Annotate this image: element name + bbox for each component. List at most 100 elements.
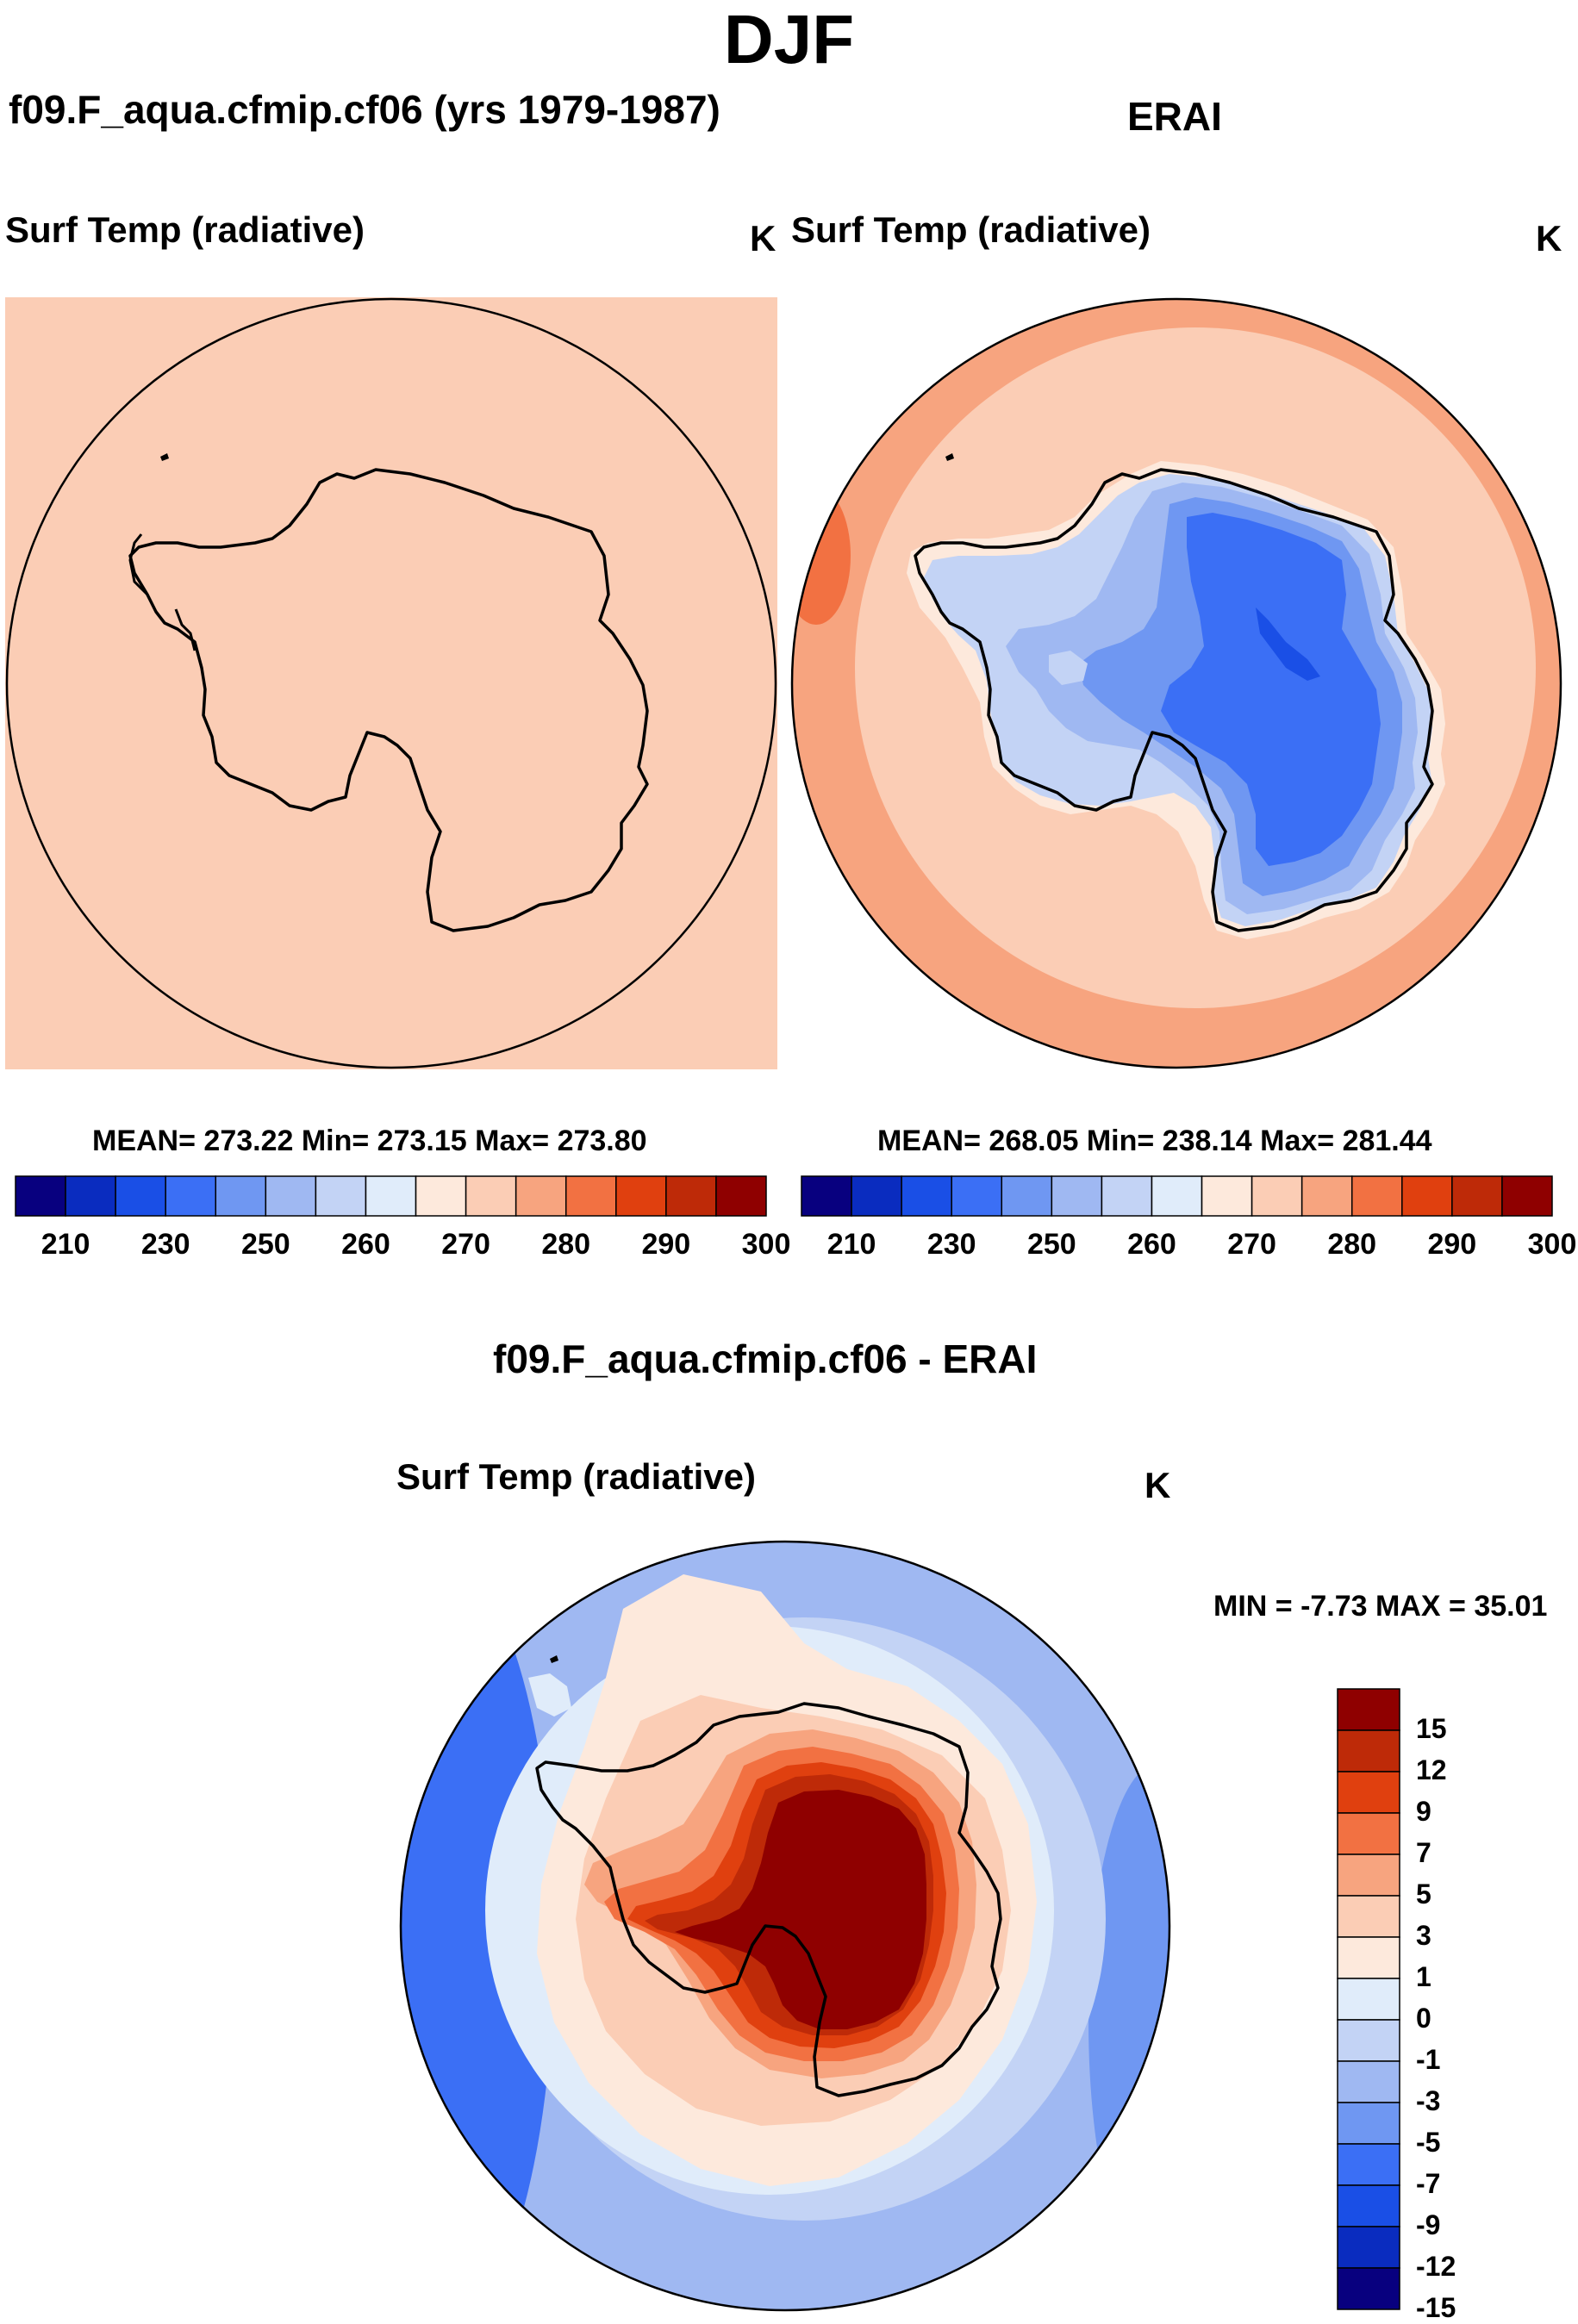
colorbar-tick-label: 9: [1416, 1796, 1431, 1827]
colorbar-top-right: [801, 1175, 1553, 1217]
colorbar-swatch: [1337, 1771, 1400, 1814]
island-marker: [945, 453, 954, 461]
colorbar-tick-label: 270: [1227, 1228, 1276, 1261]
colorbar-tick-label: 0: [1416, 2003, 1431, 2034]
colorbar-swatch: [1151, 1175, 1203, 1217]
colorbar-swatch: [1101, 1175, 1153, 1217]
map-top-right: [790, 297, 1562, 1069]
colorbar-swatch: [1337, 1978, 1400, 2021]
colorbar-tick-label: 210: [41, 1228, 90, 1261]
colorbar-top-left: [15, 1175, 767, 1217]
colorbar-swatch: [465, 1175, 517, 1217]
page-title: DJF: [723, 1, 855, 78]
colorbar-swatch: [1401, 1175, 1453, 1217]
colorbar-swatch: [1337, 2267, 1400, 2310]
colorbar-swatch: [715, 1175, 767, 1217]
colorbar-tick-label: 250: [1026, 1228, 1076, 1261]
colorbar-tick-label: 280: [1327, 1228, 1377, 1261]
map-fill: [5, 297, 777, 1069]
colorbar-swatch: [1337, 1854, 1400, 1897]
colorbar-tick-label: -7: [1416, 2168, 1441, 2199]
colorbar-tick-label: -12: [1416, 2251, 1456, 2282]
colorbar-swatch: [15, 1175, 66, 1217]
island-marker: [160, 453, 169, 461]
top-left-units: K: [750, 218, 777, 259]
bottom-case-title: f09.F_aqua.cfmip.cf06 - ERAI: [493, 1336, 1038, 1381]
colorbar-swatch: [115, 1175, 166, 1217]
top-left-variable-title: Surf Temp (radiative): [5, 209, 365, 250]
colorbar-tick-label: 260: [1127, 1228, 1176, 1261]
colorbar-swatch: [1337, 1895, 1400, 1938]
colorbar-bottom-vertical: [1337, 1688, 1400, 2310]
colorbar-swatch: [65, 1175, 116, 1217]
colorbar-swatch: [315, 1175, 367, 1217]
colorbar-tick-label: 5: [1416, 1879, 1431, 1910]
top-right-variable-title: Surf Temp (radiative): [791, 209, 1151, 250]
colorbar-tick-label: 230: [926, 1228, 976, 1261]
bottom-stats: MIN = -7.73 MAX = 35.01: [1213, 1590, 1548, 1623]
colorbar-swatch: [564, 1175, 617, 1217]
colorbar-tick-label: -5: [1416, 2127, 1441, 2158]
colorbar-swatch: [1337, 1812, 1400, 1855]
colorbar-swatch: [415, 1175, 467, 1217]
map-top-left: [5, 297, 777, 1069]
top-right-stats: MEAN= 268.05 Min= 238.14 Max= 281.44: [877, 1125, 1432, 1157]
colorbar-swatch: [665, 1175, 717, 1217]
colorbar-swatch: [901, 1175, 952, 1217]
antarctica-coastline: [535, 1702, 1002, 2097]
colorbar-tick-label: 290: [641, 1228, 691, 1261]
colorbar-tick-label: -15: [1416, 2292, 1456, 2323]
colorbar-tick-label: 12: [1416, 1754, 1447, 1785]
colorbar-swatch: [365, 1175, 417, 1217]
colorbar-tick-label: 280: [541, 1228, 591, 1261]
colorbar-tick-label: 300: [1527, 1228, 1577, 1261]
colorbar-swatch: [1201, 1175, 1253, 1217]
colorbar-swatch: [1251, 1175, 1303, 1217]
colorbar-swatch: [1350, 1175, 1403, 1217]
colorbar-swatch: [1001, 1175, 1053, 1217]
top-left-stats: MEAN= 273.22 Min= 273.15 Max= 273.80: [92, 1125, 647, 1157]
colorbar-swatch: [1337, 2102, 1400, 2145]
colorbar-swatch: [165, 1175, 217, 1217]
colorbar-tick-label: 3: [1416, 1920, 1431, 1951]
colorbar-swatch: [1337, 2019, 1400, 2062]
colorbar-tick-label: 260: [341, 1228, 390, 1261]
island-marker: [550, 1655, 558, 1663]
colorbar-swatch: [1337, 2143, 1400, 2186]
colorbar-swatch: [801, 1175, 852, 1217]
colorbar-swatch: [1337, 1936, 1400, 1979]
colorbar-swatch: [615, 1175, 667, 1217]
map-boundary-circle: [5, 297, 777, 1069]
colorbar-tick-label: 270: [441, 1228, 490, 1261]
colorbar-tick-label: -9: [1416, 2209, 1441, 2240]
bottom-variable-title: Surf Temp (radiative): [396, 1456, 756, 1497]
colorbar-swatch: [851, 1175, 902, 1217]
colorbar-swatch: [1337, 2060, 1400, 2103]
colorbar-tick-label: 300: [741, 1228, 791, 1261]
colorbar-tick-label: -1: [1416, 2044, 1441, 2075]
colorbar-tick-label: 7: [1416, 1837, 1431, 1868]
colorbar-tick-label: -3: [1416, 2085, 1441, 2116]
colorbar-tick-label: 15: [1416, 1713, 1447, 1744]
colorbar-swatch: [1501, 1175, 1553, 1217]
top-left-case-title: f09.F_aqua.cfmip.cf06 (yrs 1979-1987): [9, 87, 720, 132]
colorbar-swatch: [1337, 1729, 1400, 1773]
top-right-case-title: ERAI: [1127, 94, 1222, 139]
colorbar-tick-label: 210: [826, 1228, 876, 1261]
colorbar-swatch: [1337, 2184, 1400, 2227]
colorbar-tick-label: 1: [1416, 1961, 1431, 1992]
colorbar-swatch: [1051, 1175, 1103, 1217]
map-bottom-difference: [399, 1540, 1171, 2312]
colorbar-swatch: [1337, 2226, 1400, 2269]
map-boundary-circle: [790, 297, 1562, 1069]
colorbar-swatch: [1300, 1175, 1353, 1217]
colorbar-swatch: [515, 1175, 567, 1217]
top-right-units: K: [1536, 218, 1562, 259]
colorbar-swatch: [951, 1175, 1003, 1217]
colorbar-tick-label: 290: [1427, 1228, 1477, 1261]
bottom-units: K: [1145, 1465, 1171, 1505]
map-boundary-circle: [399, 1540, 1171, 2312]
colorbar-swatch: [1337, 1688, 1400, 1731]
colorbar-swatch: [1451, 1175, 1503, 1217]
colorbar-swatch: [265, 1175, 317, 1217]
